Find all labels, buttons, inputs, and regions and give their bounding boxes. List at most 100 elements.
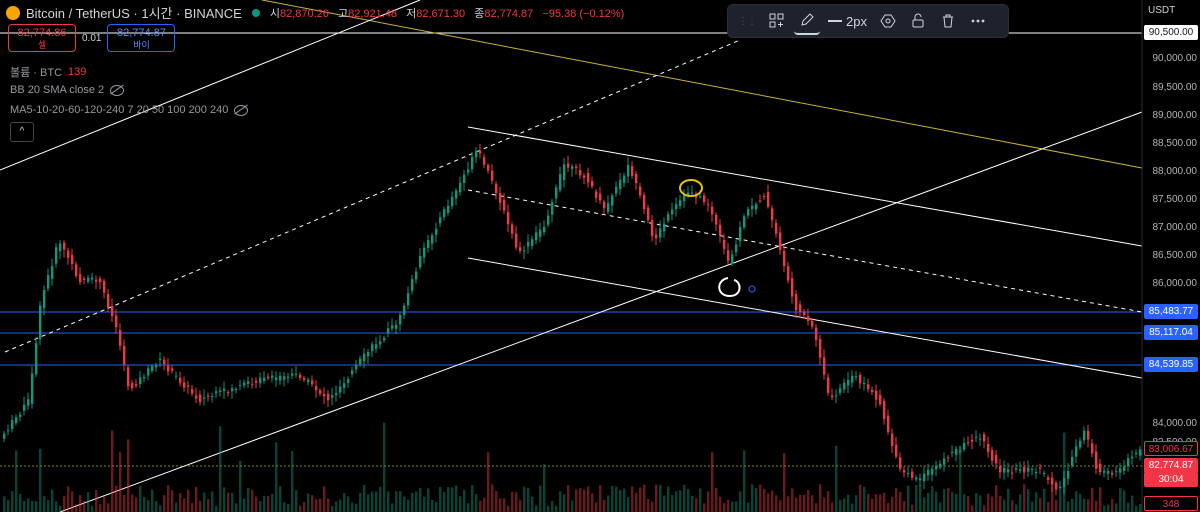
volume-bar xyxy=(1051,486,1054,512)
candle-body xyxy=(59,243,62,252)
candle-body xyxy=(555,187,558,199)
candle-body xyxy=(839,388,842,393)
volume-bar xyxy=(95,490,98,512)
dashed-channel-line[interactable] xyxy=(4,39,741,353)
volume-bar xyxy=(815,503,818,512)
volume-bar xyxy=(891,496,894,512)
level-tag-85117[interactable]: 85,117.04 xyxy=(1144,325,1198,340)
candle-body xyxy=(983,434,986,442)
add-object-icon[interactable] xyxy=(764,8,790,34)
candle-body xyxy=(455,190,458,199)
currency-label[interactable]: USDT xyxy=(1148,5,1176,16)
hidden-eye-icon[interactable] xyxy=(110,84,125,96)
volume-bar xyxy=(647,499,650,512)
candle-body xyxy=(783,251,786,267)
line-width-button[interactable]: 2px xyxy=(824,8,871,34)
volume-bar xyxy=(227,492,230,512)
candle-body xyxy=(539,229,542,237)
candle-body xyxy=(155,365,158,368)
symbol-title[interactable]: Bitcoin / TetherUS · 1시간 · BINANCE xyxy=(26,6,242,21)
candle-body xyxy=(675,204,678,210)
drag-handle-icon[interactable]: ⋮⋮ xyxy=(738,15,757,27)
settings-icon[interactable] xyxy=(875,8,901,34)
pencil-icon[interactable] xyxy=(794,7,820,35)
candle-body xyxy=(367,352,370,357)
volume-bar xyxy=(575,489,578,512)
candle-body xyxy=(995,454,998,464)
candle-body xyxy=(583,175,586,178)
channel-mid[interactable] xyxy=(467,189,1143,313)
candle-body xyxy=(335,393,338,396)
volume-bar xyxy=(595,502,598,512)
volume-bar xyxy=(503,498,506,512)
buy-button[interactable]: 82,774.87 바이 xyxy=(107,24,176,52)
volume-bar xyxy=(839,499,842,512)
candle-body xyxy=(635,173,638,184)
candle-body xyxy=(1031,468,1034,470)
candle-body xyxy=(1119,468,1122,473)
unlock-icon[interactable] xyxy=(905,8,931,34)
candle-body xyxy=(475,150,478,158)
volume-bar xyxy=(1139,504,1142,512)
price-tick: 88,500.00 xyxy=(1152,138,1198,149)
candle-body xyxy=(131,382,134,389)
upper-trendline[interactable] xyxy=(0,0,421,171)
volume-bar xyxy=(967,495,970,512)
candle-body xyxy=(1019,469,1022,471)
volume-bar xyxy=(851,503,854,512)
collapse-legend-button[interactable]: ^ xyxy=(10,122,34,142)
candle-body xyxy=(663,223,666,232)
candle-body xyxy=(683,193,686,202)
more-icon[interactable] xyxy=(965,8,991,34)
bb-legend[interactable]: BB 20 SMA close 2 xyxy=(10,84,125,96)
volume-bar xyxy=(759,484,762,512)
candle-body xyxy=(975,436,978,438)
volume-bar xyxy=(415,491,418,512)
sell-button[interactable]: 82,774.86 셀 xyxy=(8,24,76,52)
candle-body xyxy=(767,192,770,207)
channel-bottom[interactable] xyxy=(467,257,1143,379)
volume-bar xyxy=(859,484,862,512)
channel-top[interactable] xyxy=(467,126,1143,247)
candle-body xyxy=(1015,467,1018,470)
level-tag-84539[interactable]: 84,539.85 xyxy=(1144,357,1198,372)
hidden-eye-icon[interactable] xyxy=(234,104,249,116)
candle-body xyxy=(515,233,518,248)
volume-bar xyxy=(159,505,162,512)
candle-body xyxy=(55,247,58,264)
white-drawing-marker[interactable] xyxy=(718,277,741,298)
candle-body xyxy=(311,380,314,385)
yellow-trendline[interactable] xyxy=(261,0,1143,169)
candle-body xyxy=(747,209,750,216)
rising-trendline[interactable] xyxy=(59,111,1143,512)
volume-bar xyxy=(711,452,714,512)
volume-bar xyxy=(659,485,662,512)
candle-body xyxy=(283,376,286,380)
candle-body xyxy=(863,382,866,384)
volume-bar xyxy=(643,484,646,512)
candle-body xyxy=(579,170,582,176)
volume-bar xyxy=(999,495,1002,512)
candle-body xyxy=(955,448,958,455)
trash-icon[interactable] xyxy=(935,8,961,34)
volume-bar xyxy=(427,488,430,512)
level-tag-90500[interactable]: 90,500.00 xyxy=(1144,25,1198,40)
volume-bar xyxy=(99,504,102,512)
volume-bar xyxy=(163,495,166,512)
candle-body xyxy=(143,376,146,379)
candle-body xyxy=(603,201,606,209)
candle-body xyxy=(191,389,194,394)
ma-legend[interactable]: MA5-10-20-60-120-240 7 20 50 100 200 240 xyxy=(10,104,249,116)
yellow-circle-marker[interactable] xyxy=(679,179,703,197)
price-tick: 89,500.00 xyxy=(1152,82,1198,93)
candle-body xyxy=(355,364,358,370)
volume-bar xyxy=(23,500,26,512)
volume-bar xyxy=(511,491,514,512)
volume-bar xyxy=(1039,497,1042,512)
volume-legend[interactable]: 볼륨 · BTC 139 xyxy=(10,66,87,79)
candle-body xyxy=(723,239,726,249)
level-tag-85483[interactable]: 85,483.77 xyxy=(1144,304,1198,319)
volume-bar xyxy=(911,504,914,512)
volume-bar xyxy=(203,492,206,512)
